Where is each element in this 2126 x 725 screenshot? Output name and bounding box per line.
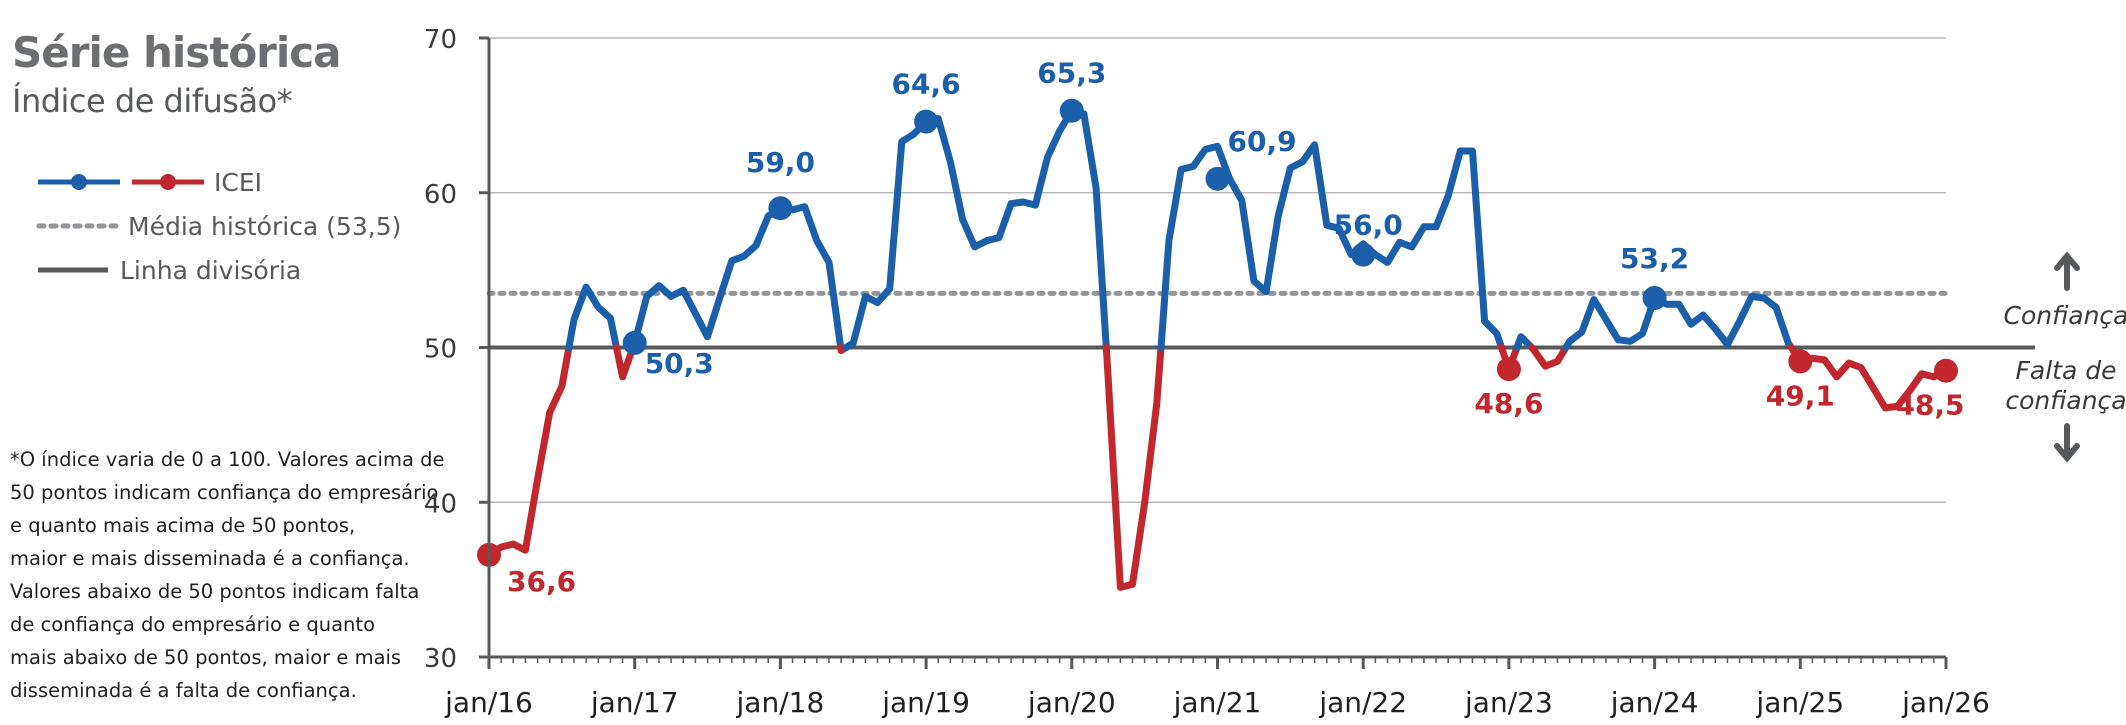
markers: 36,6 50,3 59,0 64,6 65,3 60,9 56,0 48,6 53,2 49,1… — [477, 57, 1965, 598]
x-tick-label: jan/23 — [1464, 686, 1553, 719]
data-label: 53,2 — [1620, 242, 1689, 275]
legend-label-linha: Linha divisória — [120, 255, 302, 285]
legend-label-icei: ICEI — [214, 167, 262, 197]
data-point-marker — [1934, 358, 1958, 383]
legend-item-media: Média histórica (53,5) — [36, 204, 401, 248]
series-segment-falta — [1102, 344, 1165, 591]
legend-media-swatch — [36, 223, 120, 229]
series-segment-falta — [1528, 344, 1570, 370]
series-segment-confianca — [629, 203, 845, 351]
side-labels: Confiança Falta de confiança — [2004, 251, 2126, 463]
reference-lines — [486, 290, 2035, 350]
data-point-marker — [1205, 166, 1230, 191]
grid — [489, 37, 1946, 503]
legend-icei-swatch — [38, 174, 204, 190]
series-segment-confianca — [1562, 292, 1795, 351]
data-point-marker — [768, 196, 793, 221]
arrow-down-icon — [2054, 423, 2080, 463]
data-point-marker — [1059, 98, 1084, 123]
data-point-marker — [1642, 285, 1667, 310]
axes: 30 40 50 60 70 jan/16 jan/17 jan/18 jan/19 jan/20… — [424, 25, 1990, 719]
y-tick-label: 30 — [424, 644, 457, 674]
data-point-marker — [1496, 357, 1521, 382]
x-tick-label: jan/25 — [1755, 686, 1844, 719]
chart-subtitle: Índice de difusão* — [12, 82, 293, 120]
x-tick-label: jan/19 — [881, 686, 970, 719]
x-tick-label: jan/22 — [1318, 686, 1407, 719]
data-label: 49,1 — [1766, 379, 1835, 412]
y-tick-label: 60 — [424, 180, 457, 210]
legend: ICEI Média histórica (53,5) Linha divisó… — [36, 160, 401, 292]
x-tick-label: jan/20 — [1027, 686, 1116, 719]
footnote-line: maior e mais disseminada é a confiança. — [10, 547, 410, 570]
side-label-falta-1: Falta de — [2016, 356, 2117, 385]
series-segment-confianca — [1513, 333, 1536, 351]
x-tick-label: jan/21 — [1173, 686, 1262, 719]
data-label: 48,6 — [1474, 387, 1543, 420]
data-label: 64,6 — [892, 68, 961, 101]
arrow-up-icon — [2054, 251, 2080, 291]
series-segment-confianca — [842, 107, 1110, 351]
footnote-line: e quanto mais acima de 50 pontos, — [10, 514, 356, 537]
x-tick-label: jan/18 — [736, 686, 825, 719]
footnote-line: mais abaixo de 50 pontos, maior e mais — [10, 646, 402, 669]
footnote-line: 50 pontos indicam confiança do empresári… — [10, 481, 439, 504]
x-tick-label: jan/17 — [590, 686, 679, 719]
chart-title: Série histórica — [12, 28, 342, 77]
data-label: 65,3 — [1037, 57, 1106, 90]
data-label: 50,3 — [645, 347, 714, 380]
footnote-line: Valores abaixo de 50 pontos indicam falt… — [10, 580, 420, 603]
series-segment-confianca — [565, 283, 620, 351]
y-tick-label: 70 — [424, 25, 457, 55]
legend-linha-swatch — [38, 267, 108, 273]
series-segment-confianca — [1157, 141, 1505, 351]
data-label: 60,9 — [1228, 125, 1297, 158]
x-tick-label: jan/24 — [1610, 686, 1699, 719]
data-label: 59,0 — [746, 146, 815, 179]
series-segment-falta — [613, 344, 637, 381]
data-label: 48,5 — [1895, 389, 1964, 422]
legend-label-media: Média histórica (53,5) — [128, 211, 402, 241]
data-point-marker — [914, 109, 939, 134]
series-segment-falta — [485, 344, 573, 559]
data-label: 36,6 — [507, 565, 576, 598]
data-point-marker — [1788, 349, 1813, 374]
footnote-line: de confiança do empresário e quanto — [10, 613, 375, 636]
side-label-confianca: Confiança — [2004, 301, 2126, 330]
x-tick-label: jan/26 — [1901, 686, 1990, 719]
data-point-marker — [622, 330, 647, 355]
series-segment-falta — [1787, 344, 1950, 412]
y-tick-label: 40 — [424, 489, 457, 519]
footnote: *O índice varia de 0 a 100. Valores acim… — [10, 443, 445, 707]
footnote-line: *O índice varia de 0 a 100. Valores acim… — [10, 448, 445, 471]
data-point-marker — [1351, 242, 1376, 267]
y-tick-label: 50 — [424, 335, 457, 365]
legend-item-linha: Linha divisória — [36, 248, 401, 292]
data-label: 56,0 — [1334, 209, 1403, 242]
series-icei — [485, 107, 1950, 591]
x-tick-label: jan/16 — [444, 686, 533, 719]
legend-item-icei: ICEI — [36, 160, 401, 204]
footnote-line: disseminada é a falta de confiança. — [10, 679, 357, 702]
side-label-falta-2: confiança — [2005, 386, 2126, 415]
